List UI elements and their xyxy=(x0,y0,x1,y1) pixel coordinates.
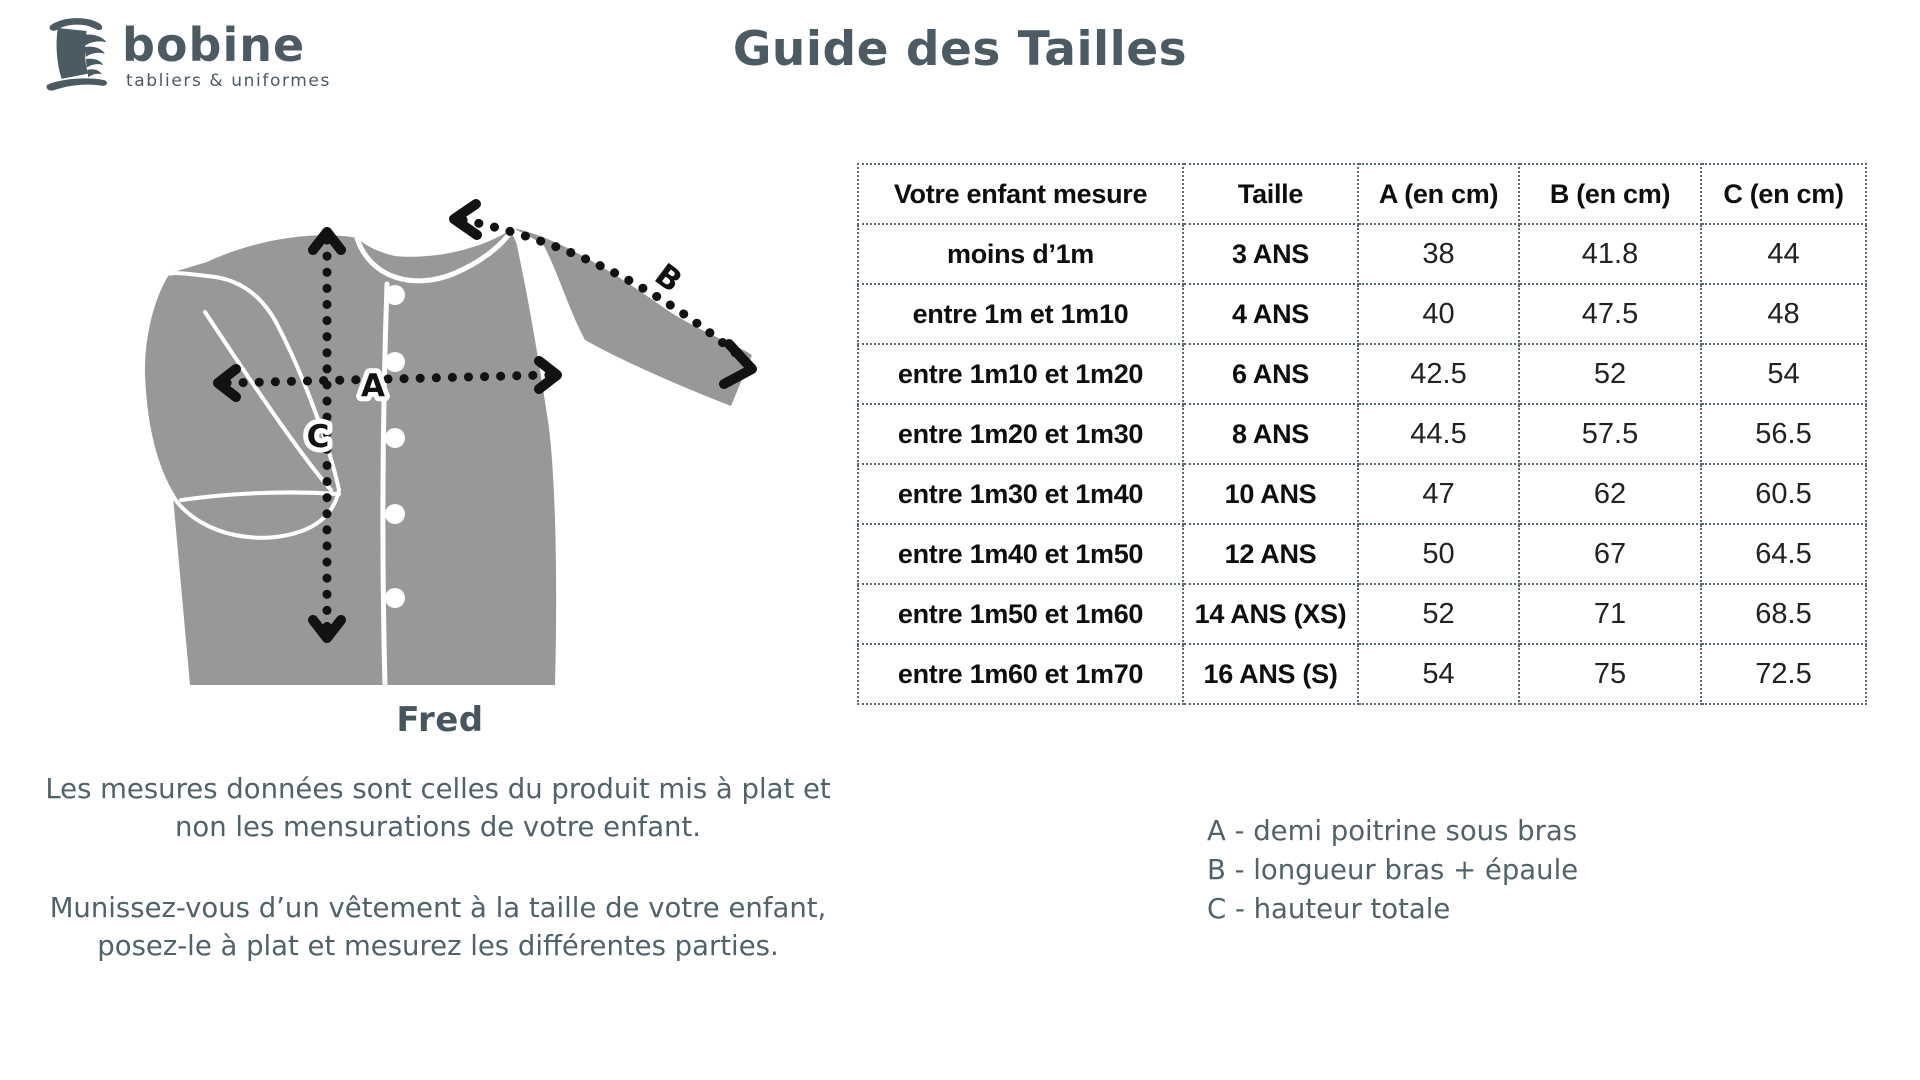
table-cell: 3 ANS xyxy=(1182,223,1359,285)
table-cell: entre 1m40 et 1m50 xyxy=(857,523,1184,585)
measure-label-c: C xyxy=(307,419,330,455)
thread-spool-icon xyxy=(46,18,107,91)
table-cell: 44 xyxy=(1700,223,1867,285)
table-cell: 68.5 xyxy=(1700,583,1867,645)
note-paragraph: Munissez-vous d’un vêtement à la taille … xyxy=(49,892,827,962)
legend-item: C - hauteur totale xyxy=(1207,893,1451,925)
size-table: Votre enfant mesure Taille A (en cm) B (en … xyxy=(857,163,1867,705)
table-cell: entre 1m60 et 1m70 xyxy=(857,643,1184,705)
table-cell: 56.5 xyxy=(1700,403,1867,465)
brand-logo: bobine tabliers & uniformes xyxy=(38,12,331,104)
table-row: entre 1m50 et 1m60 14 ANS (XS) 52 71 68.5 xyxy=(857,583,1867,645)
garment-right-sleeve xyxy=(513,228,752,406)
table-cell: moins d’1m xyxy=(857,223,1184,285)
table-cell: 10 ANS xyxy=(1182,463,1359,525)
table-row: entre 1m60 et 1m70 16 ANS (S) 54 75 72.5 xyxy=(857,643,1867,705)
garment-buttons xyxy=(385,285,405,608)
table-cell: entre 1m et 1m10 xyxy=(857,283,1184,345)
garment-diagram: A B C xyxy=(140,199,757,688)
table-cell: 38 xyxy=(1357,223,1520,285)
table-row: entre 1m30 et 1m40 10 ANS 47 62 60.5 xyxy=(857,463,1867,525)
legend-item: A - demi poitrine sous bras xyxy=(1207,815,1578,847)
table-cell: 42.5 xyxy=(1357,343,1520,405)
table-row: entre 1m et 1m10 4 ANS 40 47.5 48 xyxy=(857,283,1867,345)
table-cell: 8 ANS xyxy=(1182,403,1359,465)
table-cell: 60.5 xyxy=(1700,463,1867,525)
table-cell: 12 ANS xyxy=(1182,523,1359,585)
table-cell: 47 xyxy=(1357,463,1520,525)
table-cell: 52 xyxy=(1357,583,1520,645)
table-cell: 47.5 xyxy=(1518,283,1702,345)
garment-left-sleeve xyxy=(140,271,341,540)
table-cell: 54 xyxy=(1357,643,1520,705)
table-header-cell: B (en cm) xyxy=(1518,163,1702,225)
measure-arrow-a xyxy=(213,356,562,402)
measure-label-a: A xyxy=(361,368,385,404)
measure-arrow-c xyxy=(308,227,346,643)
table-header-cell: C (en cm) xyxy=(1700,163,1867,225)
note-paragraph: Les mesures données sont celles du produ… xyxy=(45,773,831,843)
table-cell: 54 xyxy=(1700,343,1867,405)
table-cell: 40 xyxy=(1357,283,1520,345)
table-cell: 62 xyxy=(1518,463,1702,525)
table-cell: 6 ANS xyxy=(1182,343,1359,405)
table-cell: 71 xyxy=(1518,583,1702,645)
table-cell: 48 xyxy=(1700,283,1867,345)
table-header-cell: Taille xyxy=(1182,163,1359,225)
table-cell: 50 xyxy=(1357,523,1520,585)
table-row: moins d’1m 3 ANS 38 41.8 44 xyxy=(857,223,1867,285)
table-cell: 4 ANS xyxy=(1182,283,1359,345)
notes: Les mesures données sont celles du produ… xyxy=(35,770,841,965)
table-cell: 14 ANS (XS) xyxy=(1182,583,1359,645)
measure-arrow-b xyxy=(449,199,757,389)
table-cell: entre 1m20 et 1m30 xyxy=(857,403,1184,465)
table-cell: entre 1m30 et 1m40 xyxy=(857,463,1184,525)
page-title: Guide des Tailles xyxy=(732,22,1188,77)
table-cell: 52 xyxy=(1518,343,1702,405)
table-cell: 16 ANS (S) xyxy=(1182,643,1359,705)
table-row: entre 1m10 et 1m20 6 ANS 42.5 52 54 xyxy=(857,343,1867,405)
size-table-body: moins d’1m 3 ANS 38 41.8 44 entre 1m et 1m10 4… xyxy=(857,223,1867,705)
table-header-row: Votre enfant mesure Taille A (en cm) B (en … xyxy=(857,163,1867,225)
product-name: Fred xyxy=(396,700,484,740)
table-cell: entre 1m50 et 1m60 xyxy=(857,583,1184,645)
table-header-cell: Votre enfant mesure xyxy=(857,163,1184,225)
legend-item: B - longueur bras + épaule xyxy=(1207,854,1579,886)
table-cell: 64.5 xyxy=(1700,523,1867,585)
table-cell: 67 xyxy=(1518,523,1702,585)
table-cell: 75 xyxy=(1518,643,1702,705)
table-row: entre 1m20 et 1m30 8 ANS 44.5 57.5 56.5 xyxy=(857,403,1867,465)
table-cell: 41.8 xyxy=(1518,223,1702,285)
table-row: entre 1m40 et 1m50 12 ANS 50 67 64.5 xyxy=(857,523,1867,585)
brand-tagline: tabliers & uniformes xyxy=(126,71,331,91)
legend: A - demi poitrine sous bras B - longueur … xyxy=(1207,812,1578,929)
table-cell: entre 1m10 et 1m20 xyxy=(857,343,1184,405)
brand-name: bobine xyxy=(122,18,306,72)
table-cell: 72.5 xyxy=(1700,643,1867,705)
table-cell: 44.5 xyxy=(1357,403,1520,465)
table-cell: 57.5 xyxy=(1518,403,1702,465)
table-header-cell: A (en cm) xyxy=(1357,163,1520,225)
